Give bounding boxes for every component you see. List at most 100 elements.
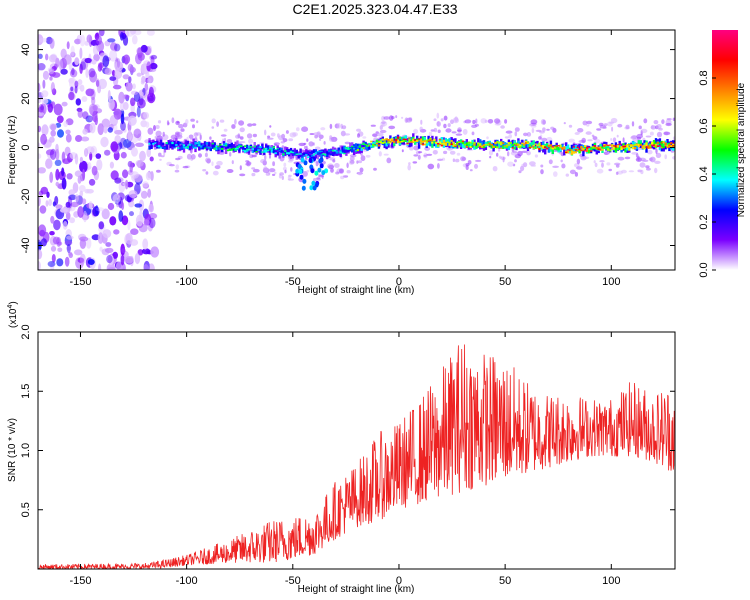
spectrogram-ridge-cell <box>234 141 237 150</box>
spectrogram-halo-cell <box>252 168 260 173</box>
spectrogram-ridge-cell <box>498 142 501 144</box>
spectrogram-noise-blob <box>56 115 64 124</box>
spectrogram-ridge-cell <box>545 143 549 147</box>
spectrogram-halo-cell <box>534 154 539 158</box>
spectrogram-noise-blob <box>109 161 114 169</box>
spectrogram-noise-blob <box>119 31 124 41</box>
spectrogram-noise-blob <box>149 62 158 70</box>
spectrogram-ridge-cell <box>270 149 274 153</box>
spectrogram-ridge-cell <box>574 149 577 151</box>
spectrogram-ridge-cell <box>601 146 604 149</box>
spectrogram-ridge-cell <box>652 144 656 147</box>
spectrogram-halo-cell <box>586 120 593 125</box>
spectrogram-halo-cell <box>548 159 553 165</box>
spectrogram-ridge-cell <box>536 144 539 147</box>
spectrogram-noise-blob <box>127 220 131 231</box>
spectrogram-noise-blob <box>40 238 48 247</box>
spectrogram-ridge-cell <box>148 145 151 150</box>
spectrogram-ridge-cell <box>524 142 528 149</box>
spectrogram-ridge-cell <box>236 140 239 151</box>
spectrogram-ridge-cell <box>482 144 486 149</box>
spectrogram-halo-cell <box>280 141 285 144</box>
spectrogram-noise-blob <box>45 200 49 207</box>
spectrogram-ridge-cell <box>314 170 319 176</box>
spectrogram-noise-blob <box>137 98 146 109</box>
spectrogram-halo-cell <box>609 121 615 124</box>
spectrogram-ridge-cell <box>307 156 310 158</box>
spectrogram-ridge-cell <box>664 142 667 145</box>
spectrogram-ridge-cell <box>574 145 577 151</box>
spectrogram-halo-cell <box>313 132 321 136</box>
spectrogram-noise-blob <box>93 53 100 62</box>
spectrogram-halo-cell <box>198 153 202 158</box>
spectrogram-ridge-cell <box>467 143 470 148</box>
spectrogram-halo-cell <box>631 121 635 127</box>
spectrogram-noise-blob <box>70 45 75 57</box>
spectrogram-ridge-cell <box>244 148 247 152</box>
spectrogram-ridge-cell <box>362 143 365 150</box>
spectrogram-noise-blob <box>47 261 56 267</box>
spectrogram-ridge-cell <box>209 147 212 152</box>
spectrogram-halo-cell <box>560 159 563 163</box>
spectrogram-ridge-cell <box>173 140 176 146</box>
spectrogram-ridge-cell <box>341 147 344 151</box>
spectrogram-halo-cell <box>521 163 526 168</box>
spectrogram-ridge-cell <box>490 143 493 146</box>
spectrogram-ridge-cell <box>299 174 304 180</box>
spectrogram-noise-blob <box>88 68 96 78</box>
spectrogram-halo-cell <box>214 165 221 170</box>
spectrogram-ridge-cell <box>333 149 337 152</box>
spectrogram-noise-blob <box>38 82 41 92</box>
spectrogram-noise-blob <box>62 220 68 230</box>
spectrogram-ridge-cell <box>301 153 304 157</box>
spectrogram-ridge-cell <box>305 152 308 155</box>
spectrogram-ridge-cell <box>660 146 663 149</box>
spectrogram-ridge-cell <box>475 142 478 147</box>
spectrogram-halo-cell <box>288 138 294 142</box>
spectrogram-ridge-cell <box>563 147 566 149</box>
spectrogram-halo-cell <box>639 162 646 168</box>
spectrogram-noise-blob <box>61 151 66 163</box>
spectrogram-noise-blob <box>79 156 83 163</box>
spectrogram-halo-cell <box>646 167 651 171</box>
spectrogram-ridge-cell <box>343 149 346 155</box>
spectrogram-halo-cell <box>176 121 180 124</box>
spectrogram-halo-cell <box>514 127 520 132</box>
spectrogram-ridge-cell <box>161 144 165 148</box>
spectrogram-ridge-cell <box>293 149 296 155</box>
spectrogram-ridge-cell <box>404 139 407 142</box>
spectrogram-ridge-cell <box>408 138 411 143</box>
spectrogram-noise-blob <box>130 134 139 144</box>
spectrogram-ridge-cell <box>515 146 518 151</box>
spectrogram-ridge-cell <box>263 148 266 150</box>
spectrogram-halo-cell <box>602 126 607 129</box>
spectrogram-ridge-cell <box>278 150 281 152</box>
spectrogram-ridge-cell <box>368 145 371 150</box>
spectrogram-halo-cell <box>199 134 202 141</box>
spectrogram-ridge-cell <box>330 153 333 156</box>
spectrogram-noise-blob <box>109 216 117 226</box>
spectrogram-ridge-cell <box>454 145 457 147</box>
spectrogram-halo-cell <box>582 120 588 126</box>
spectrogram-ridge-cell <box>509 142 512 144</box>
spectrogram-ridge-cell <box>479 139 482 146</box>
spectrogram-ridge-cell <box>572 151 576 154</box>
spectrogram-halo-cell <box>282 138 288 143</box>
spectrogram-halo-cell <box>645 135 652 138</box>
spectrogram-x-label: Height of straight line (km) <box>298 285 415 296</box>
spectrogram-ridge-cell <box>637 146 640 148</box>
spectrogram-ridge-cell <box>339 150 342 158</box>
spectrogram-ridge-cell <box>482 140 486 147</box>
spectrogram-halo-cell <box>594 162 598 168</box>
spectrogram-ridge-cell <box>383 141 386 144</box>
spectrogram-ridge-cell <box>412 138 415 141</box>
spectrogram-noise-blob <box>64 240 73 246</box>
spectrogram-halo-cell <box>313 178 318 182</box>
colorbar-tick-label: 0.4 <box>698 166 710 181</box>
spectrogram-x-tick-label: 50 <box>499 276 511 288</box>
spectrogram-noise-blob <box>78 185 86 192</box>
spectrogram-halo-cell <box>504 136 509 139</box>
spectrogram-ridge-cell <box>484 144 488 146</box>
spectrogram-noise-blob <box>48 199 52 206</box>
spectrogram-ridge-cell <box>364 141 367 147</box>
